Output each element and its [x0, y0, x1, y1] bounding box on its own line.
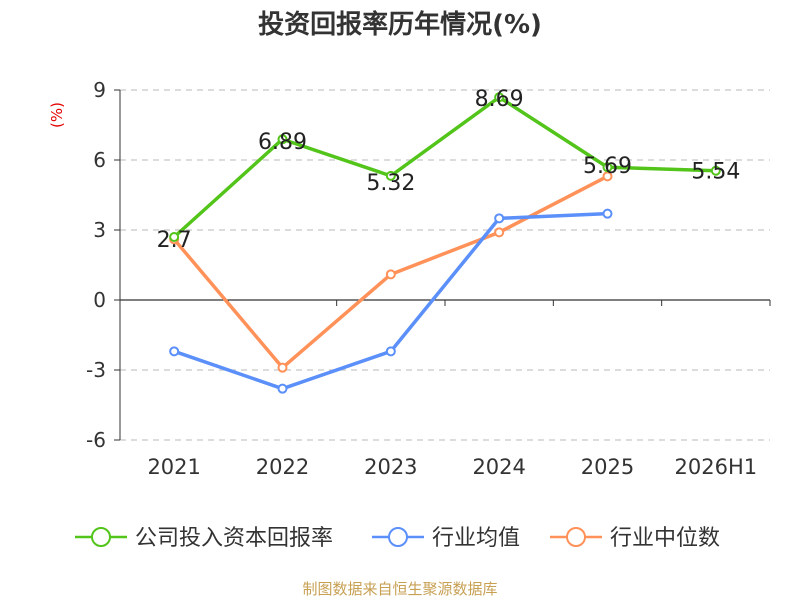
legend: 公司投入资本回报率 行业均值 行业中位数: [75, 526, 720, 551]
data-label: 6.89: [258, 130, 307, 155]
data-point: [385, 170, 396, 181]
legend-label: 公司投入资本回报率: [135, 526, 333, 551]
data-label: 8.69: [475, 87, 524, 112]
legend-label: 行业均值: [432, 526, 520, 551]
data-point: [277, 362, 288, 373]
grid-lines: [120, 89, 770, 441]
y-tick-label: 0: [93, 288, 106, 312]
y-tick-label: -6: [86, 428, 106, 452]
data-point: [277, 383, 288, 394]
series-line: [173, 211, 608, 391]
data-point: [602, 162, 613, 173]
y-tick-label: 6: [93, 148, 106, 172]
legend-marker: [91, 527, 111, 547]
x-tick-label: 2021: [147, 455, 200, 479]
x-tick-label: 2023: [364, 455, 417, 479]
data-label: 5.32: [366, 171, 415, 196]
y-tick-label: 3: [93, 218, 106, 242]
data-point: [494, 92, 505, 103]
legend-label: 行业中位数: [610, 526, 720, 551]
series-line: [172, 95, 716, 239]
y-axis-ticks: 9 6 3 0 -3 -6: [86, 78, 121, 452]
data-point: [710, 165, 721, 176]
data-point: [169, 346, 180, 357]
legend-marker: [566, 527, 586, 547]
data-point: [494, 227, 505, 238]
data-source-note: 制图数据来自恒生聚源数据库: [302, 580, 498, 598]
data-point: [494, 213, 505, 224]
x-axis: 2021 2022 2023 2024 2025 2026H1: [119, 299, 771, 479]
chart-title: 投资回报率历年情况(%): [258, 10, 542, 40]
series-lines: [169, 92, 721, 394]
data-label: 5.54: [691, 160, 740, 185]
data-point: [385, 269, 396, 280]
data-point: [602, 171, 613, 182]
data-labels: 2.7 6.89 5.32 8.69 5.69 5.54: [157, 87, 741, 253]
x-tick-label: 2022: [256, 455, 309, 479]
data-label: 2.7: [157, 228, 192, 253]
y-tick-label: -3: [86, 358, 106, 382]
data-point: [602, 208, 613, 219]
x-tick-label: 2026H1: [675, 455, 758, 479]
data-point: [277, 134, 288, 145]
y-tick-label: 9: [93, 78, 106, 102]
data-point: [385, 346, 396, 357]
x-tick-label: 2024: [472, 455, 525, 479]
data-label: 5.69: [583, 154, 632, 179]
data-point: [169, 232, 180, 242]
legend-marker: [388, 527, 408, 547]
x-tick-label: 2025: [581, 455, 634, 479]
